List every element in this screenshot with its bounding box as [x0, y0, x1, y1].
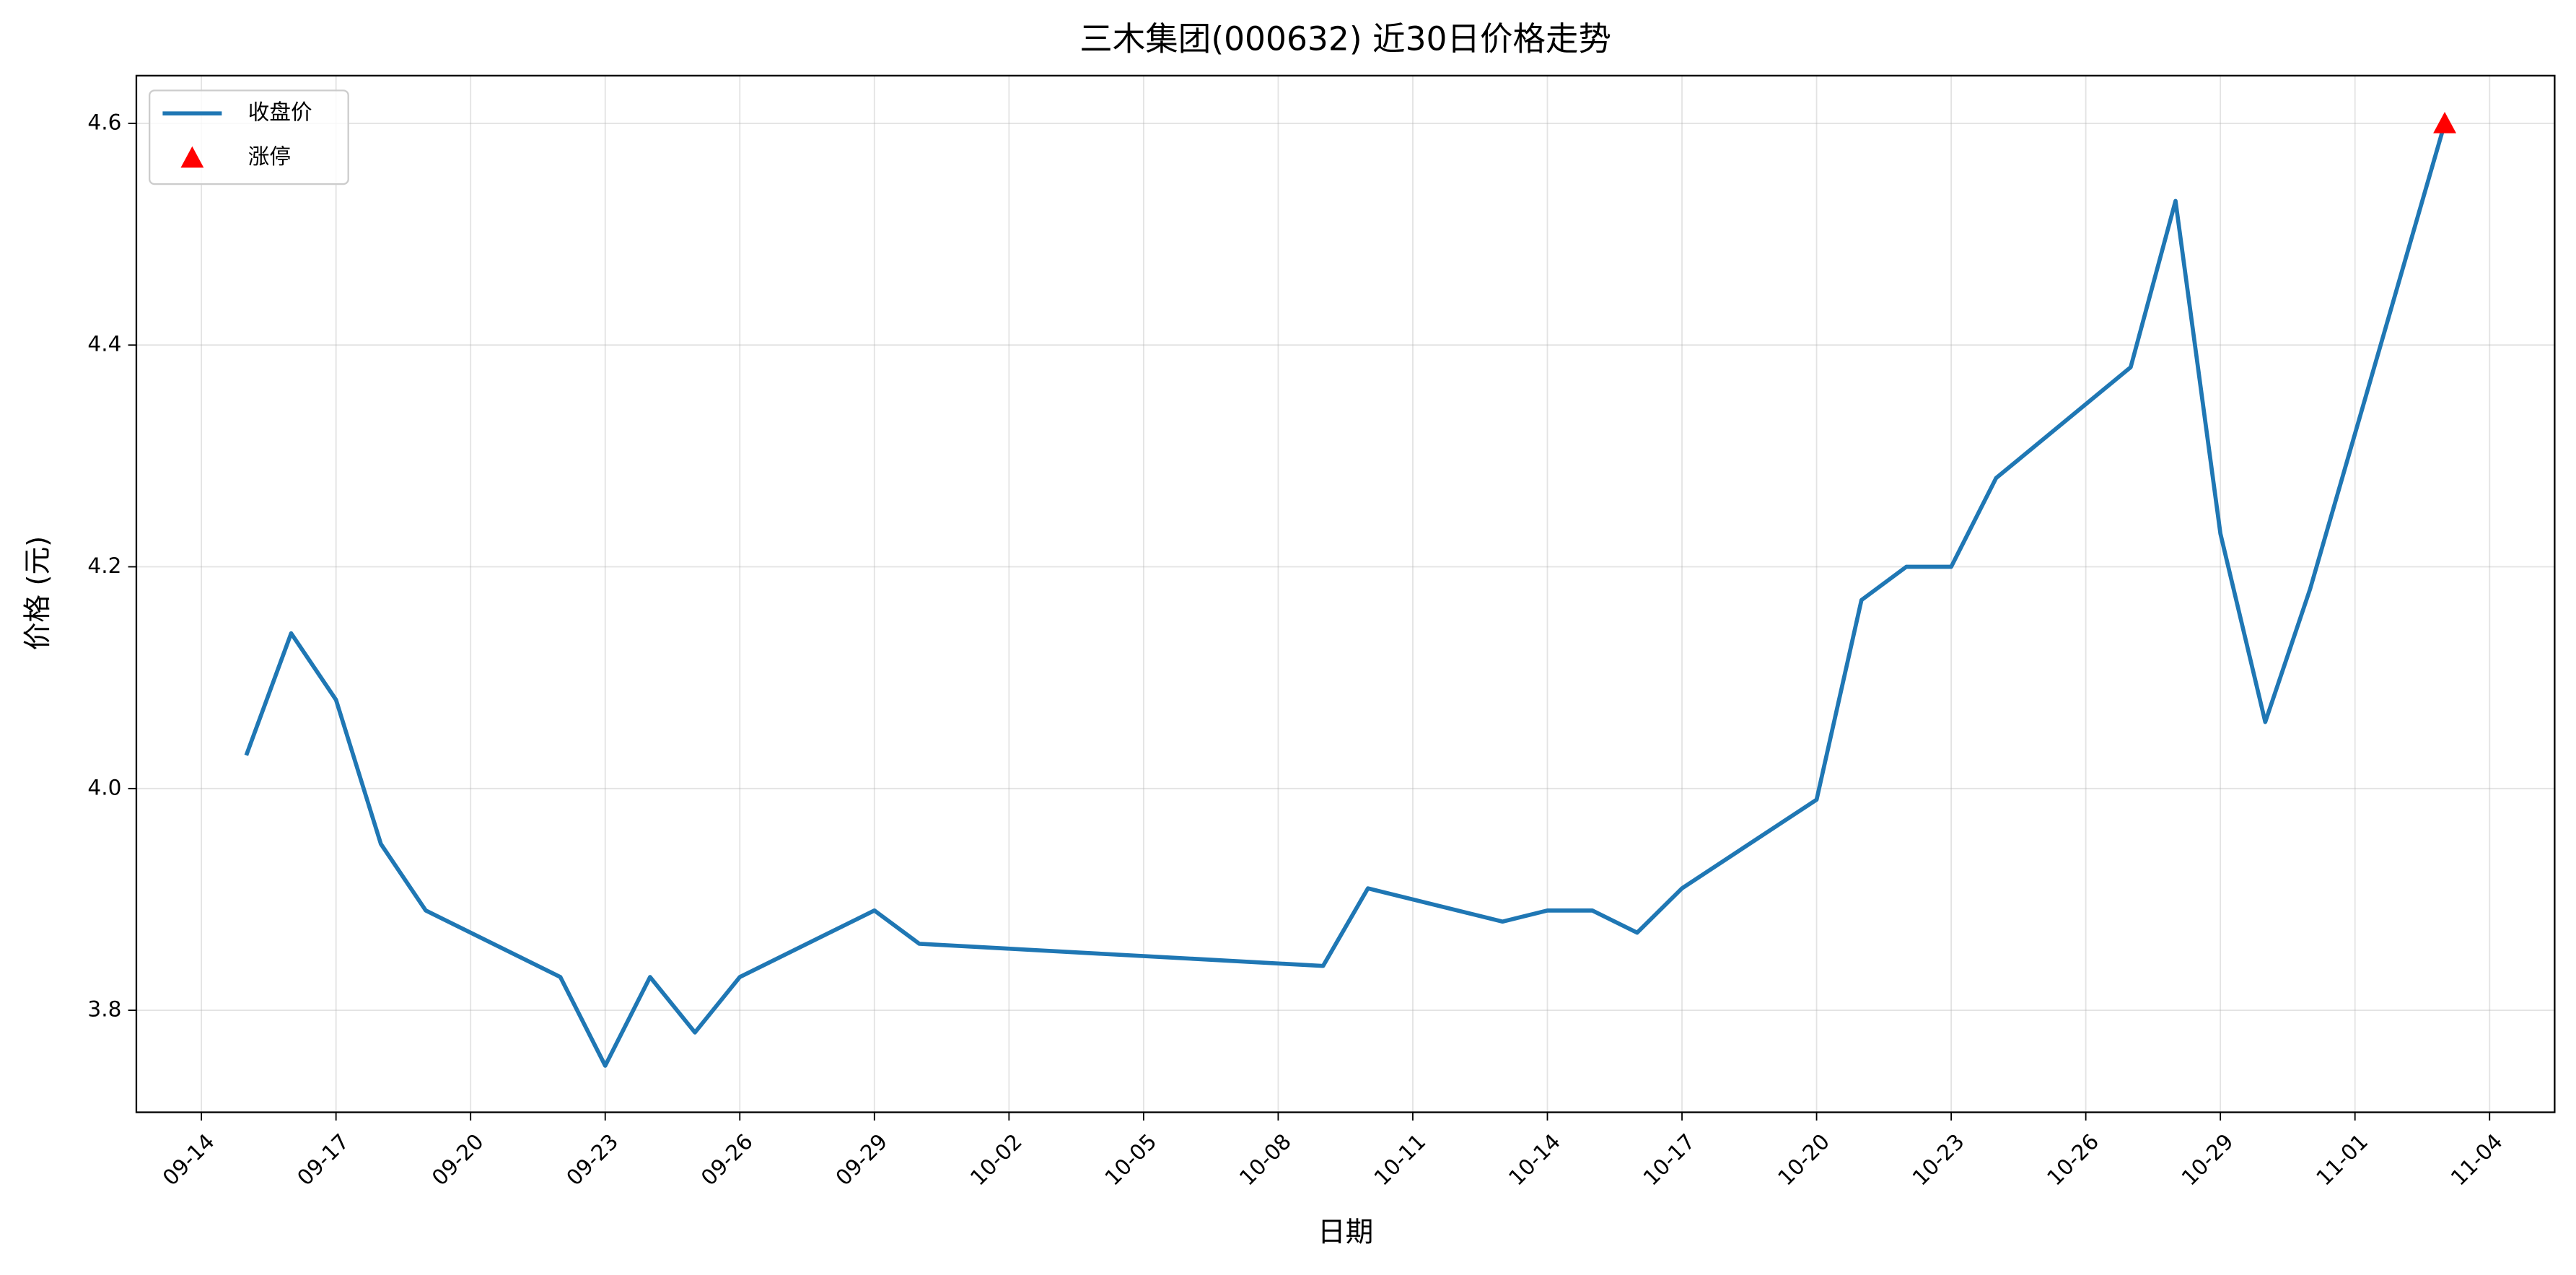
legend-label: 收盘价	[248, 100, 312, 125]
price-line	[244, 123, 2447, 1068]
x-axis-label: 日期	[1318, 1216, 1373, 1248]
y-tick-label: 4.6	[87, 110, 121, 134]
limit-up-marker	[2433, 111, 2457, 133]
y-tick-label: 4.0	[87, 775, 121, 799]
y-tick-label: 4.4	[87, 332, 121, 356]
plot-frame	[135, 74, 2556, 1113]
chart-title: 三木集团(000632) 近30日价格走势	[1079, 20, 1611, 58]
legend-label: 涨停	[248, 144, 291, 169]
y-tick-label: 3.8	[87, 997, 121, 1022]
y-tick-label: 4.2	[87, 553, 121, 578]
y-axis-label: 价格 (元)	[22, 536, 54, 651]
legend-swatch	[180, 146, 204, 168]
